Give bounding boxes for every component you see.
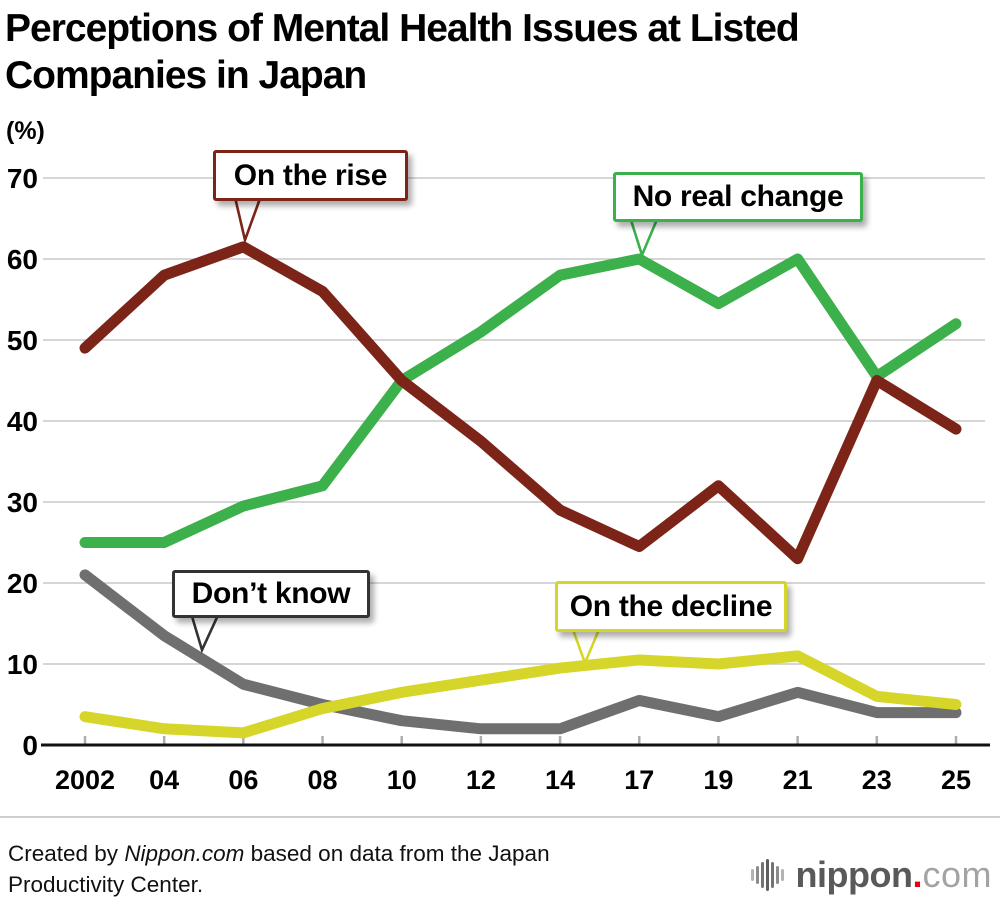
footer-divider [0, 816, 1000, 818]
x-tick-label: 14 [545, 765, 575, 795]
x-tick-label: 17 [624, 765, 654, 795]
x-tick-label: 10 [387, 765, 417, 795]
soundwave-icon [750, 859, 784, 891]
logo-text-com: com [922, 854, 992, 895]
line-on-the-decline [79, 650, 962, 739]
nippon-logo: nippon. com [750, 854, 992, 896]
x-tick-label: 04 [149, 765, 179, 795]
y-tick-label: 40 [7, 406, 38, 437]
x-tick-label: 2002 [55, 765, 115, 795]
callout-dont-know-label: Don’t know [191, 577, 351, 610]
credit-suffix: based on data from the Japan Productivit… [8, 841, 550, 898]
callout-no-real-change-label: No real change [632, 180, 844, 213]
x-tick-label: 08 [308, 765, 338, 795]
y-tick-label: 50 [7, 325, 38, 356]
callout-no-real-change: No real change [613, 172, 863, 222]
x-tick-label: 06 [228, 765, 258, 795]
x-tick-label: 19 [703, 765, 733, 795]
callout-tail [189, 611, 222, 654]
x-tick-label: 25 [941, 765, 971, 795]
x-tick-label: 23 [862, 765, 892, 795]
x-tick-label: 12 [466, 765, 496, 795]
chart-title-line2: Companies in Japan [5, 53, 367, 97]
y-tick-label: 20 [7, 568, 38, 599]
y-tick-label: 70 [7, 163, 38, 194]
y-tick-label: 10 [7, 649, 38, 680]
x-tick-label: 21 [783, 765, 813, 795]
y-axis-unit-label: (%) [6, 117, 45, 145]
callout-on-the-decline: On the decline [555, 581, 787, 632]
credit-prefix: Created by [8, 841, 125, 866]
callout-tail [628, 215, 660, 259]
y-tick-label: 60 [7, 244, 38, 275]
callout-on-the-rise-label: On the rise [233, 158, 388, 192]
line-don-t-know [79, 569, 962, 735]
line-no-real-change [79, 253, 962, 548]
callout-on-the-decline-label: On the decline [569, 589, 773, 623]
callout-tail [570, 625, 602, 667]
logo-dot: . [912, 854, 923, 895]
y-tick-label: 0 [22, 730, 38, 761]
callout-dont-know: Don’t know [172, 570, 370, 618]
chart-title: Perceptions of Mental Health Issues at L… [5, 6, 800, 100]
credit-text: Created by Nippon.com based on data from… [8, 838, 648, 900]
callout-on-the-rise: On the rise [213, 150, 408, 201]
chart-title-line1: Perceptions of Mental Health Issues at L… [5, 7, 800, 50]
line-chart: 0 10 20 30 40 50 60 70 2002 04 06 08 10 12 14 17 19 21 23 2… [7, 163, 990, 795]
logo-text-nippon: nippon [795, 854, 913, 895]
credit-source: Nippon.com [124, 841, 245, 866]
y-tick-label: 30 [7, 487, 38, 518]
line-on-the-rise [79, 241, 962, 565]
